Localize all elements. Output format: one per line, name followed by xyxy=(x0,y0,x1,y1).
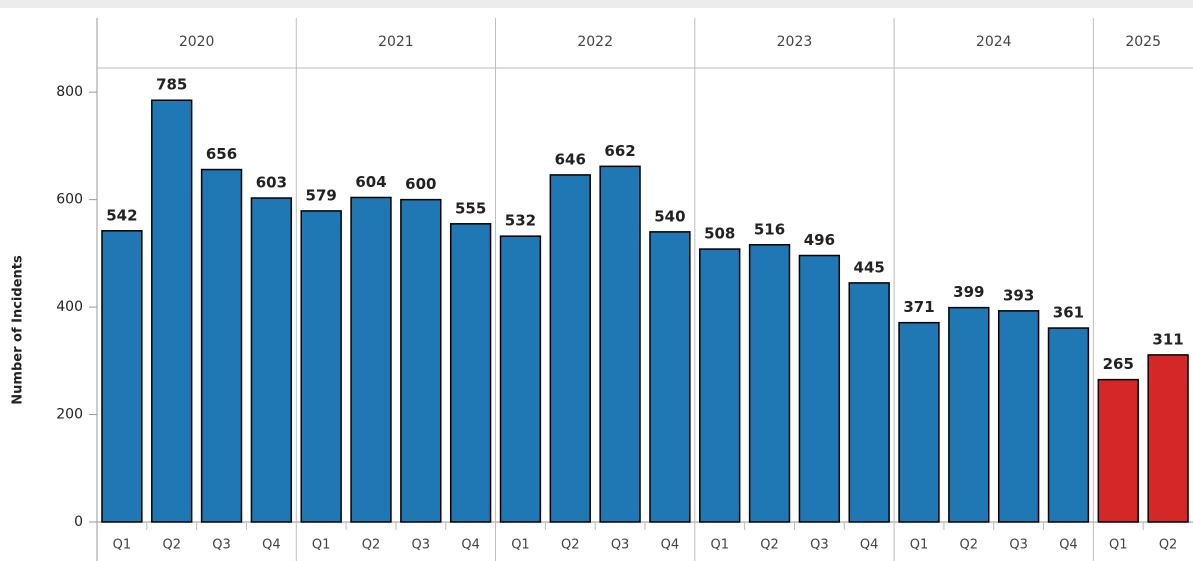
x-tick-label: Q2 xyxy=(960,538,979,553)
value-label: 579 xyxy=(306,186,337,204)
value-label: 600 xyxy=(405,175,436,193)
bar xyxy=(350,196,392,523)
y-tick-label: 800 xyxy=(56,84,83,100)
value-label: 540 xyxy=(654,207,685,225)
bar xyxy=(948,306,990,523)
year-label: 2021 xyxy=(378,34,414,50)
x-tick-label: Q4 xyxy=(661,538,680,553)
y-tick-label: 200 xyxy=(56,407,83,423)
bar xyxy=(599,165,641,523)
x-tick-label: Q3 xyxy=(412,538,431,553)
y-tick-label: 400 xyxy=(56,299,83,315)
value-label: 604 xyxy=(355,173,386,191)
value-label: 603 xyxy=(256,174,287,192)
x-tick-label: Q4 xyxy=(461,538,480,553)
bar xyxy=(649,231,691,523)
bar xyxy=(200,168,243,523)
value-label: 361 xyxy=(1053,304,1084,322)
x-tick-label: Q4 xyxy=(262,538,281,553)
x-tick-label: Q2 xyxy=(760,538,779,553)
bar xyxy=(1147,354,1189,523)
bar xyxy=(151,99,193,523)
bar xyxy=(699,248,741,523)
value-label: 785 xyxy=(156,76,187,94)
value-label: 371 xyxy=(903,298,934,316)
bar xyxy=(101,230,143,523)
value-label: 656 xyxy=(206,145,237,163)
bar xyxy=(250,197,293,523)
bar xyxy=(798,254,841,523)
x-tick-label: Q1 xyxy=(710,538,729,553)
x-tick-label: Q3 xyxy=(1009,538,1028,553)
value-label: 265 xyxy=(1103,355,1134,373)
value-label: 542 xyxy=(106,206,137,224)
y-axis-label: Number of Incidents xyxy=(11,255,26,405)
x-tick-label: Q2 xyxy=(162,538,181,553)
x-tick-label: Q1 xyxy=(312,538,331,553)
value-label: 508 xyxy=(704,225,735,243)
x-tick-label: Q4 xyxy=(860,538,879,553)
value-label: 496 xyxy=(804,231,835,249)
bar xyxy=(898,321,940,523)
value-label: 646 xyxy=(555,150,586,168)
y-tick-label: 0 xyxy=(74,514,83,530)
bar xyxy=(1047,327,1090,523)
x-tick-label: Q1 xyxy=(511,538,530,553)
bar xyxy=(748,244,791,523)
bar xyxy=(300,210,342,523)
value-label: 311 xyxy=(1152,330,1183,348)
value-label: 393 xyxy=(1003,286,1034,304)
bar xyxy=(449,223,492,523)
year-label: 2022 xyxy=(577,34,613,50)
value-label: 662 xyxy=(604,142,635,160)
x-tick-label: Q3 xyxy=(611,538,630,553)
value-label: 399 xyxy=(953,283,984,301)
value-label: 516 xyxy=(754,220,785,238)
x-tick-label: Q2 xyxy=(561,538,580,553)
bar xyxy=(848,282,890,523)
value-label: 555 xyxy=(455,199,486,217)
x-tick-label: Q3 xyxy=(212,538,231,553)
year-label: 2024 xyxy=(976,34,1012,50)
bar xyxy=(499,235,542,523)
x-tick-label: Q1 xyxy=(1109,538,1128,553)
x-tick-label: Q2 xyxy=(362,538,381,553)
x-tick-label: Q3 xyxy=(810,538,829,553)
year-label: 2020 xyxy=(179,34,215,50)
bar xyxy=(1097,378,1139,523)
bar xyxy=(997,310,1040,523)
value-label: 445 xyxy=(854,258,885,276)
bar xyxy=(549,174,591,523)
year-label: 2025 xyxy=(1125,34,1161,50)
bar xyxy=(400,198,442,523)
x-tick-label: Q1 xyxy=(910,538,929,553)
x-tick-label: Q2 xyxy=(1159,538,1178,553)
x-tick-label: Q4 xyxy=(1059,538,1078,553)
title-strip xyxy=(0,0,1193,8)
value-label: 532 xyxy=(505,212,536,230)
year-label: 2023 xyxy=(777,34,813,50)
y-tick-label: 600 xyxy=(56,192,83,208)
x-tick-label: Q1 xyxy=(113,538,132,553)
